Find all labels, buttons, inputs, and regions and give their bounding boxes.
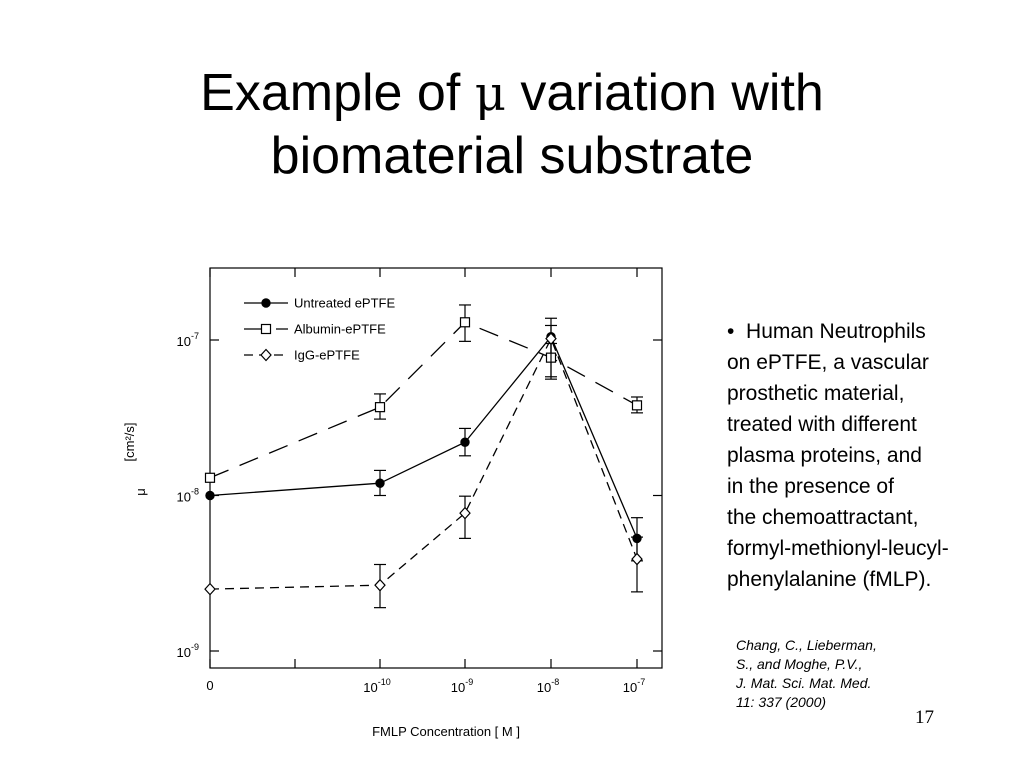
x-tick-label: 10-7 xyxy=(623,677,645,695)
data-point xyxy=(631,400,643,411)
citation-line: Chang, C., Lieberman, xyxy=(736,637,877,653)
bullet-line: formyl-methionyl-leucyl- xyxy=(727,537,949,560)
title-part-1: Example of xyxy=(200,64,475,122)
y-tick-label: 10-7 xyxy=(177,331,199,349)
page-number: 17 xyxy=(915,707,934,728)
data-point xyxy=(459,506,471,520)
plot-frame xyxy=(209,267,663,669)
title-part-2: variation with xyxy=(505,64,824,122)
citation: Chang, C., Lieberman, S., and Moghe, P.V… xyxy=(736,636,936,712)
series-line xyxy=(209,335,638,539)
series-albumin-eptfe xyxy=(204,304,643,483)
bullet-line: • Human Neutrophils xyxy=(727,316,1017,347)
series-igg-eptfe xyxy=(204,324,643,609)
y-axis-units: [cm²/s] xyxy=(122,423,137,462)
bullet-line-text: Human Neutrophils xyxy=(746,320,926,343)
data-point xyxy=(375,478,385,488)
data-point xyxy=(204,582,216,596)
bullet-line: on ePTFE, a vascular xyxy=(727,351,929,374)
data-point xyxy=(260,348,272,362)
legend: Untreated ePTFE Albumin-ePTFE IgG-ePTFE xyxy=(244,296,395,363)
bullet-line: treated with different xyxy=(727,413,917,436)
bullet-line: the chemoattractant, xyxy=(727,506,919,529)
title-line-1: Example of μ variation with xyxy=(0,62,1024,125)
bullet-line: phenylalanine (fMLP). xyxy=(727,568,932,591)
bullet-line: plasma proteins, and xyxy=(727,444,922,467)
legend-label: Untreated ePTFE xyxy=(294,296,395,311)
data-point xyxy=(459,317,471,328)
data-point xyxy=(374,578,386,592)
x-axis-label: FMLP Concentration [ M ] xyxy=(372,724,520,739)
data-point xyxy=(545,332,557,346)
y-tick-label: 10-9 xyxy=(177,642,199,660)
data-point xyxy=(460,437,470,447)
y-axis-symbol: μ xyxy=(133,488,148,496)
citation-line: 11: 337 (2000) xyxy=(736,694,827,710)
x-tick-label: 10-8 xyxy=(537,677,559,695)
data-point xyxy=(261,298,271,308)
bullet-marker: • xyxy=(727,320,735,343)
data-point xyxy=(374,402,386,413)
citation-line: S., and Moghe, P.V., xyxy=(736,656,863,672)
x-tick-label: 10-9 xyxy=(451,677,473,695)
data-point xyxy=(205,490,215,501)
data-point xyxy=(204,472,216,483)
bullet-line: in the presence of xyxy=(727,475,894,498)
title-line-2: biomaterial substrate xyxy=(270,127,754,185)
data-point xyxy=(631,552,643,566)
x-tick-label: 0 xyxy=(206,678,213,693)
series-line xyxy=(209,321,638,479)
y-tick-label: 10-8 xyxy=(177,487,199,505)
legend-label: IgG-ePTFE xyxy=(294,348,360,363)
bullet-text: • Human Neutrophils on ePTFE, a vascular… xyxy=(727,316,1017,595)
x-tick-label: 10-10 xyxy=(363,677,390,695)
data-point xyxy=(260,323,272,335)
mu-symbol: μ xyxy=(474,66,506,122)
bullet-line: prosthetic material, xyxy=(727,382,905,405)
series-line xyxy=(209,337,638,590)
citation-line: J. Mat. Sci. Mat. Med. xyxy=(736,675,872,691)
slide-title: Example of μ variation with biomaterial … xyxy=(0,62,1024,187)
legend-label: Albumin-ePTFE xyxy=(294,322,386,337)
